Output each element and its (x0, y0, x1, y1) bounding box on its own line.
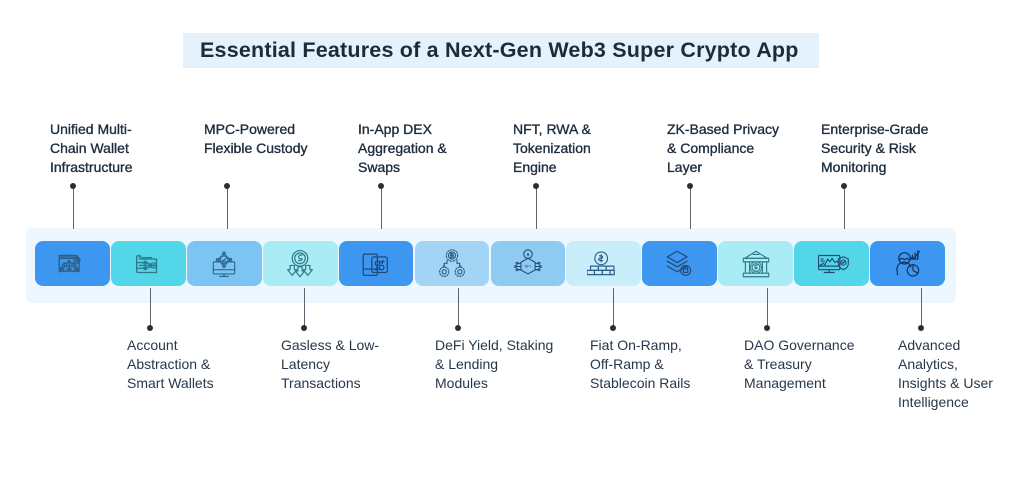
svg-text:NFT: NFT (524, 264, 532, 268)
svg-text:$: $ (527, 252, 530, 257)
